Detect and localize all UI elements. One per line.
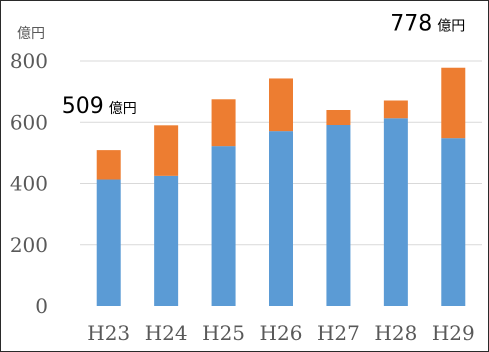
annotation-unit: 億円 <box>109 101 137 117</box>
x-tick-label: H29 <box>432 321 475 345</box>
bar-segment-H29-s1 <box>441 138 466 306</box>
bar-segment-H23-s1 <box>96 179 121 306</box>
y-axis-unit: 億円 <box>17 26 45 42</box>
annotations: 509 億円 778 億円 <box>62 12 466 119</box>
annotation-label: 509 億円 <box>62 94 137 119</box>
bar-segment-H24-s2 <box>154 125 179 176</box>
bar-segment-H27-s2 <box>326 110 351 126</box>
x-tick-label: H25 <box>202 321 245 345</box>
bar-segment-H24-s1 <box>154 175 179 306</box>
y-tick-label: 400 <box>10 172 48 196</box>
x-axis-ticks: H23 H24 H25 H26 H27 H28 H29 <box>87 321 474 345</box>
bar-segment-H25-s1 <box>211 146 236 306</box>
annotation-unit: 億円 <box>437 19 465 35</box>
bar-segment-H27-s1 <box>326 125 351 306</box>
annotation-value: 778 <box>390 12 432 37</box>
y-tick-label: 600 <box>10 110 48 134</box>
bar-segment-H29-s2 <box>441 67 466 139</box>
y-axis-ticks: 0 200 400 600 800 <box>10 49 48 318</box>
y-tick-label: 200 <box>10 233 48 257</box>
annotation-value: 509 <box>62 94 104 119</box>
annotation-label: 778 億円 <box>390 12 465 37</box>
y-tick-label: 800 <box>10 49 48 73</box>
x-tick-label: H28 <box>374 321 417 345</box>
bar-segment-H26-s2 <box>269 78 293 132</box>
bar-segment-H28-s1 <box>383 118 408 306</box>
bar-segment-H23-s2 <box>96 150 121 180</box>
bars <box>96 67 466 306</box>
bar-segment-H26-s1 <box>269 131 293 306</box>
x-tick-label: H23 <box>87 321 130 345</box>
y-tick-label: 0 <box>35 294 48 318</box>
x-tick-label: H26 <box>260 321 303 345</box>
x-tick-label: H27 <box>317 321 360 345</box>
bar-segment-H25-s2 <box>211 99 236 147</box>
x-tick-label: H24 <box>145 321 188 345</box>
bar-segment-H28-s2 <box>383 100 408 119</box>
